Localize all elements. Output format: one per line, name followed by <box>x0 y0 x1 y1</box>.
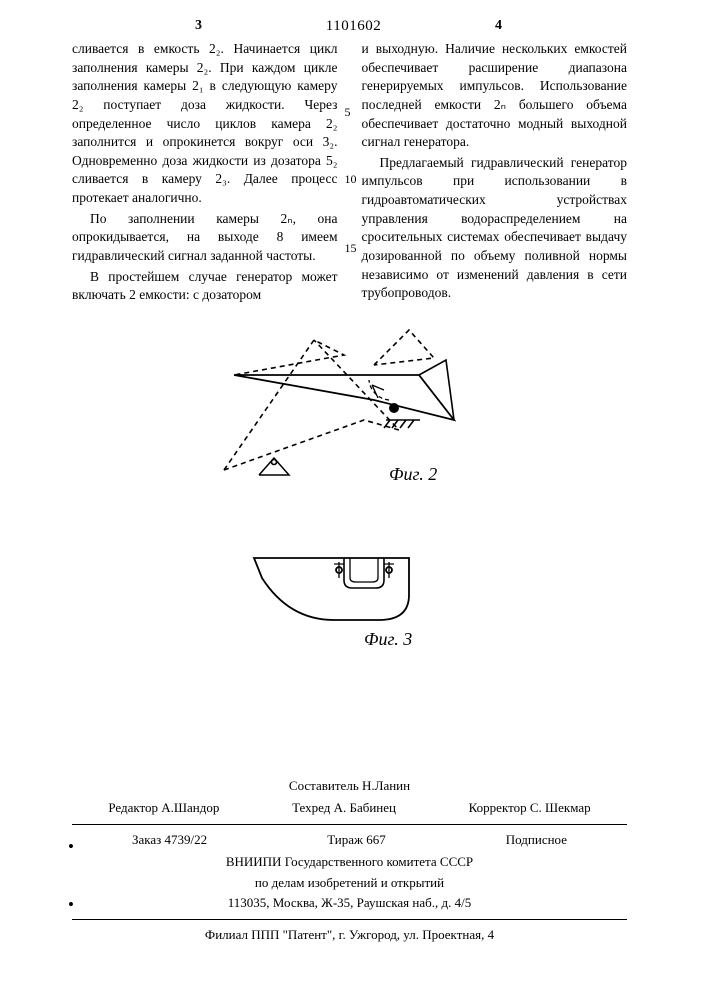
tirage: Тираж 667 <box>327 830 386 850</box>
corrector-credit: Корректор С. Шекмар <box>469 798 591 818</box>
institution-line-2: по делам изобретений и открытий <box>72 873 627 893</box>
footer-divider-2 <box>72 919 627 920</box>
left-p3: В простейшем случае генератор может вклю… <box>72 268 338 305</box>
credits-row: Редактор А.Шандор Техред А. Бабинец Корр… <box>72 798 627 818</box>
page-number-right: 4 <box>495 18 502 34</box>
institution-line-1: ВНИИПИ Государственного комитета СССР <box>72 852 627 872</box>
left-p2: По заполнении камеры 2ₙ, она опрокидывае… <box>72 210 338 266</box>
document-number: 1101602 <box>326 18 381 35</box>
right-p2: Предлагаемый гидравлический генератор им… <box>362 154 628 303</box>
publication-row: • Заказ 4739/22 Тираж 667 Подписное <box>72 830 627 850</box>
left-p1: сливается в емкость 2₂. Начинается цикл … <box>72 40 338 208</box>
left-column: сливается в емкость 2₂. Начинается цикл … <box>72 40 338 307</box>
compiler-line: Составитель Н.Ланин <box>72 776 627 796</box>
right-column: и выходную. Наличие нескольких емкостей … <box>362 40 628 307</box>
quote-mark-top: • <box>68 834 74 860</box>
order-number: Заказ 4739/22 <box>132 830 207 850</box>
page: 3 1101602 4 5 10 15 сливается в емкость … <box>0 0 707 1000</box>
subscript: Подписное <box>506 830 567 850</box>
techred-credit: Техред А. Бабинец <box>292 798 396 818</box>
figures-area: Фиг. 2 Фиг. 3 <box>0 320 707 658</box>
branch-line: Филиал ППП "Патент", г. Ужгород, ул. Про… <box>72 925 627 945</box>
figure-2-diagram: Фиг. 2 <box>204 320 504 490</box>
right-p1: и выходную. Наличие нескольких емкостей … <box>362 40 628 152</box>
figure-3-label: Фиг. 3 <box>364 629 412 649</box>
quote-mark-bottom: • <box>68 892 74 918</box>
text-columns: сливается в емкость 2₂. Начинается цикл … <box>72 40 627 307</box>
footer-block: Составитель Н.Ланин Редактор А.Шандор Те… <box>72 776 627 945</box>
page-number-left: 3 <box>195 18 202 34</box>
editor-credit: Редактор А.Шандор <box>108 798 219 818</box>
address-text: 113035, Москва, Ж-35, Раушская наб., д. … <box>228 895 471 910</box>
figure-3-diagram: Фиг. 3 <box>244 540 464 650</box>
figure-2-label: Фиг. 2 <box>389 464 437 484</box>
footer-divider-1 <box>72 824 627 825</box>
address-line: • 113035, Москва, Ж-35, Раушская наб., д… <box>72 893 627 913</box>
